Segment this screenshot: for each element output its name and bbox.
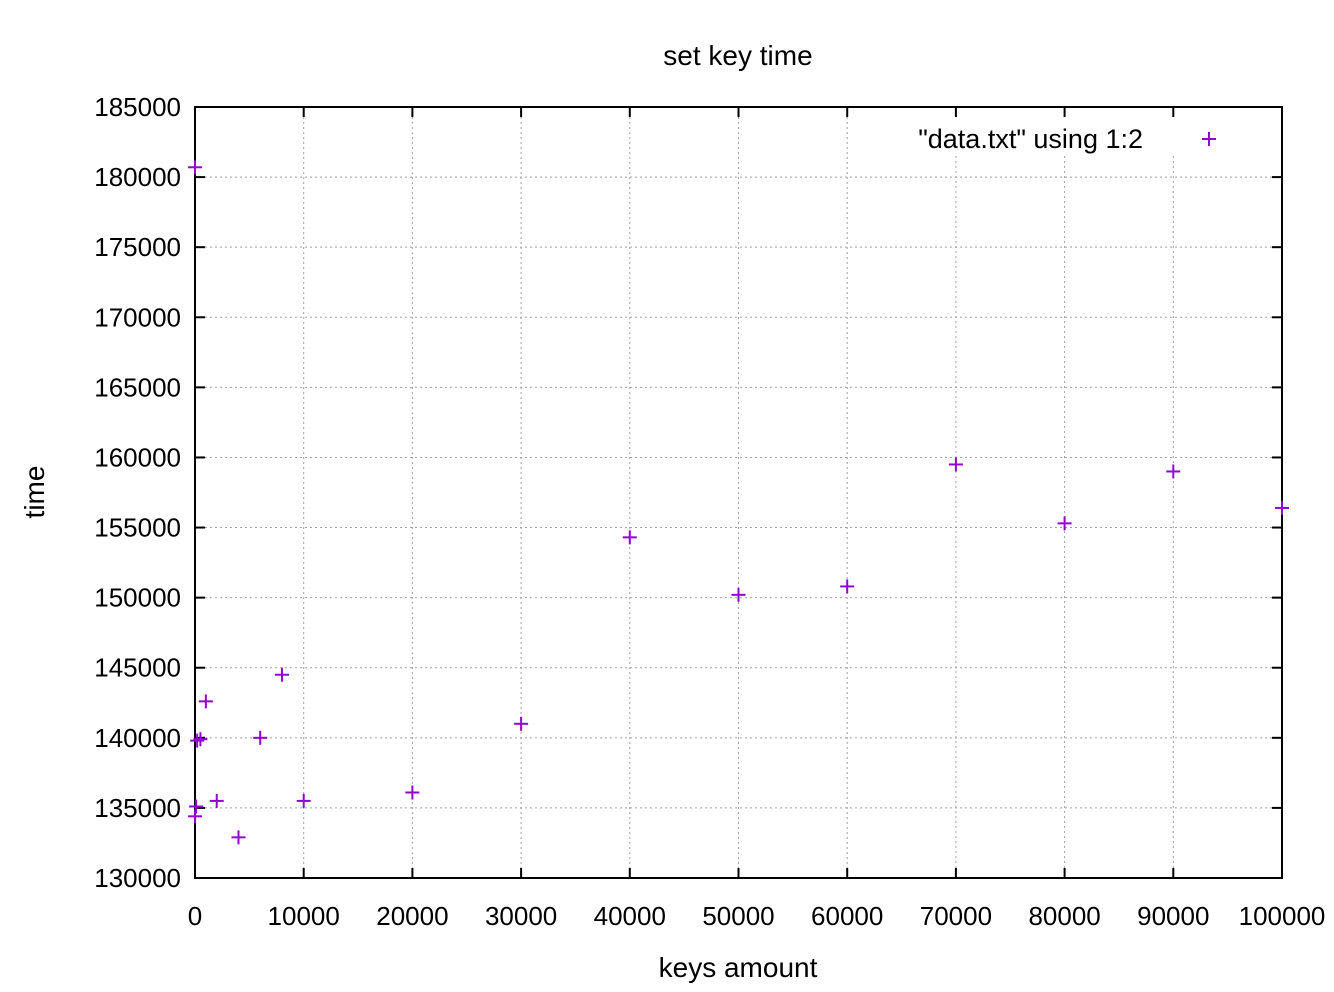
data-point: [253, 730, 268, 745]
y-tick-label: 145000: [94, 653, 181, 683]
y-tick-label: 130000: [94, 863, 181, 893]
chart-title: set key time: [663, 40, 812, 71]
axis-ticks: [194, 106, 1283, 879]
y-axis-label: time: [19, 466, 50, 519]
data-point: [188, 160, 203, 175]
x-tick-label: 90000: [1137, 901, 1209, 931]
data-point: [198, 694, 213, 709]
data-point: [840, 579, 855, 594]
y-tick-label: 135000: [94, 793, 181, 823]
legend-marker: [1202, 132, 1216, 146]
data-point: [622, 530, 637, 545]
data-point: [1057, 516, 1072, 531]
y-tick-label: 180000: [94, 162, 181, 192]
data-point: [209, 793, 224, 808]
y-tick-label: 165000: [94, 372, 181, 402]
y-tick-label: 140000: [94, 723, 181, 753]
x-tick-label: 60000: [811, 901, 883, 931]
x-tick-label: 10000: [268, 901, 340, 931]
data-point: [1275, 500, 1289, 515]
x-tick-label: 0: [188, 901, 202, 931]
x-tick-label: 80000: [1028, 901, 1100, 931]
data-point: [189, 799, 204, 814]
data-point: [193, 732, 208, 747]
x-tick-label: 40000: [594, 901, 666, 931]
legend-plus-marker: [1202, 132, 1216, 146]
data-point: [1166, 464, 1181, 479]
y-tick-label: 185000: [94, 92, 181, 122]
y-tick-label: 150000: [94, 583, 181, 613]
x-tick-label: 100000: [1239, 901, 1326, 931]
grid: [195, 107, 1282, 878]
data-point: [190, 733, 205, 748]
y-tick-label: 155000: [94, 513, 181, 543]
x-tick-label: 70000: [920, 901, 992, 931]
data-point: [231, 830, 246, 845]
y-tick-label: 160000: [94, 442, 181, 472]
x-tick-label: 30000: [485, 901, 557, 931]
y-tick-label: 175000: [94, 232, 181, 262]
data-points: [188, 160, 1289, 845]
data-point: [296, 793, 311, 808]
legend: "data.txt" using 1:2: [918, 124, 1216, 154]
data-point: [405, 785, 420, 800]
x-tick-label: 20000: [376, 901, 448, 931]
x-tick-label: 50000: [702, 901, 774, 931]
data-point: [274, 667, 289, 682]
data-point: [514, 716, 529, 731]
legend-label: "data.txt" using 1:2: [918, 124, 1143, 154]
x-axis-label: keys amount: [659, 952, 818, 983]
data-point: [948, 457, 963, 472]
data-point: [731, 587, 746, 602]
y-tick-label: 170000: [94, 302, 181, 332]
tick-labels: 0 10000 20000 30000 40000 50000 60000 70000 8000…: [94, 92, 1325, 931]
